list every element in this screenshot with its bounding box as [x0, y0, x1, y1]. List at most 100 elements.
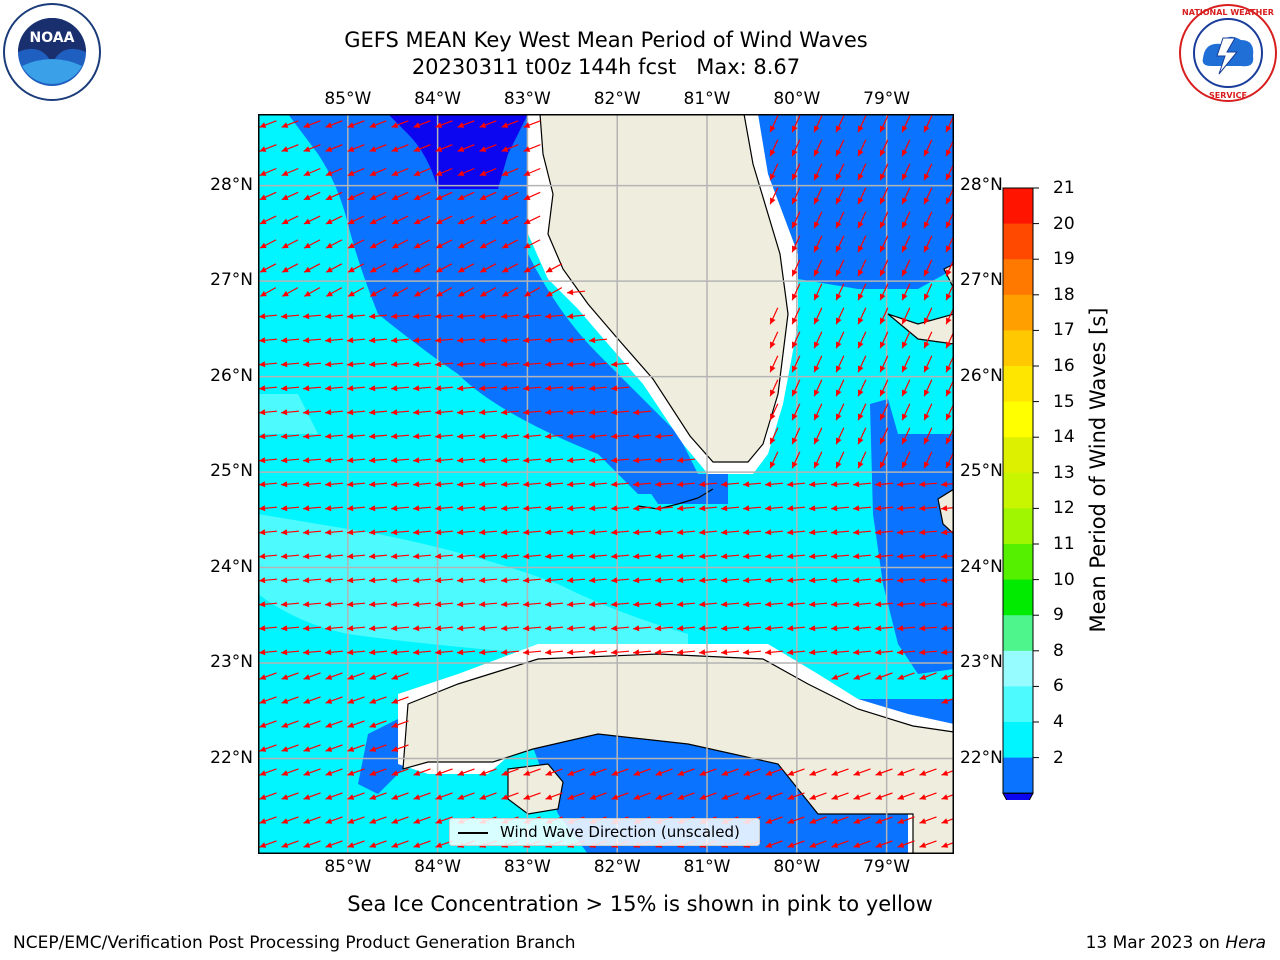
colorbar-segment: [1003, 437, 1033, 474]
wave-arrow-head: [435, 170, 443, 176]
wave-arrow-head: [677, 529, 684, 536]
wave-arrow-head: [347, 481, 354, 488]
wave-arrow-head: [814, 461, 820, 469]
wave-arrow-head: [546, 266, 553, 273]
wave-arrow-head: [413, 313, 420, 320]
wave-arrow-head: [523, 601, 530, 608]
wave-arrow-head: [858, 149, 864, 157]
wave-arrow-head: [523, 505, 530, 512]
graticule: [258, 114, 954, 854]
wave-arrow-head: [611, 385, 618, 392]
wave-arrow-head: [369, 313, 376, 320]
wave-arrow-head: [858, 389, 864, 397]
wave-arrow-head: [259, 818, 267, 824]
wave-arrow-head: [282, 242, 289, 249]
wave-arrow-head: [699, 505, 706, 512]
lon-label-top: 80°W: [773, 89, 821, 109]
wave-arrow-head: [792, 125, 798, 133]
wave-arrow-head: [765, 842, 773, 848]
wave-arrow-head: [370, 290, 377, 297]
colorbar-extend-triangle: [1002, 792, 1034, 800]
wave-arrow-head: [391, 842, 399, 848]
wave-arrow-head: [281, 625, 288, 632]
wave-arrow-head: [413, 601, 420, 608]
wave-arrow-head: [457, 313, 464, 320]
wave-arrow-head: [457, 385, 464, 392]
wave-arrow-head: [391, 337, 398, 344]
wave-arrow-head: [875, 674, 883, 680]
wave-arrow-head: [919, 601, 926, 608]
wave-arrow-head: [743, 794, 751, 800]
colorbar-tick-label: 2: [1053, 747, 1064, 768]
wave-arrow-head: [435, 649, 442, 656]
wave-arrow-head: [770, 173, 776, 181]
wave-arrow-head: [677, 649, 684, 656]
wave-arrow-head: [303, 577, 310, 584]
wave-arrow-head: [392, 266, 399, 273]
wave-arrow-head: [545, 649, 552, 656]
wave-arrow-head: [391, 649, 398, 656]
wave-arrow-head: [743, 601, 750, 608]
wave-arrow-head: [348, 290, 355, 297]
wave-arrow-head: [303, 722, 311, 728]
wave-arrow-head: [902, 389, 908, 397]
wave-arrow-head: [524, 266, 531, 273]
wave-arrow-head: [787, 505, 794, 512]
wave-arrow-head: [545, 313, 552, 320]
lat-label-left: 23°N: [210, 652, 253, 673]
wave-arrow-head: [611, 770, 619, 776]
wave-arrow-head: [501, 505, 508, 512]
wave-arrow-head: [435, 122, 443, 128]
wave-arrow-head: [369, 146, 377, 152]
wave-arrow-head: [325, 794, 333, 800]
wave-arrow-head: [523, 313, 530, 320]
wave-arrow-head: [836, 197, 842, 205]
wave-arrow-head: [523, 122, 531, 128]
wave-arrow-head: [897, 674, 905, 680]
wave-arrow-head: [897, 649, 904, 656]
wave-arrow-head: [391, 577, 398, 584]
colorbar-tick-label: 18: [1053, 284, 1075, 305]
wave-arrow-head: [326, 242, 333, 249]
wave-arrow-head: [902, 437, 908, 445]
wave-arrow-head: [391, 194, 399, 200]
wave-arrow-head: [765, 794, 773, 800]
wave-arrow-head: [902, 341, 908, 349]
wave-arrow-head: [677, 625, 684, 632]
wave-arrow-head: [303, 625, 310, 632]
wave-arrow-head: [853, 577, 860, 584]
colorbar-tick-label: 4: [1053, 712, 1064, 732]
wave-arrow-head: [611, 577, 618, 584]
wave-arrow-head: [347, 337, 354, 344]
wave-arrow-head: [946, 293, 952, 301]
wave-arrow-head: [369, 505, 376, 512]
wave-arrow-head: [391, 505, 398, 512]
wave-arrow-head: [303, 457, 310, 464]
wave-arrow-head: [457, 194, 465, 200]
wave-arrow-head: [347, 433, 354, 440]
wave-arrow-head: [880, 173, 886, 181]
wave-arrow-head: [677, 457, 684, 464]
florida-land: [539, 114, 789, 463]
wave-arrow-head: [809, 577, 816, 584]
wave-arrow-head: [880, 317, 886, 325]
wave-arrow-head: [501, 194, 509, 200]
wave-arrow-head: [633, 770, 641, 776]
wave-arrow-head: [413, 170, 421, 176]
wave-arrow-head: [391, 361, 398, 368]
wave-arrow-head: [259, 746, 267, 752]
wave-arrow-head: [501, 146, 509, 152]
wave-arrow-head: [919, 577, 926, 584]
wave-arrow-head: [545, 505, 552, 512]
wave-arrow-head: [501, 625, 508, 632]
wave-arrow-head: [611, 649, 618, 656]
wave-arrow-head: [523, 409, 530, 416]
wave-arrow-head: [831, 601, 838, 608]
wave-arrow-head: [770, 461, 776, 469]
wave-arrow-head: [567, 457, 574, 464]
wave-arrow-head: [347, 794, 355, 800]
wave-arrow-head: [281, 553, 288, 560]
wave-arrow-head: [259, 218, 267, 224]
wave-arrow-head: [479, 385, 486, 392]
wave-arrow-head: [458, 266, 465, 273]
